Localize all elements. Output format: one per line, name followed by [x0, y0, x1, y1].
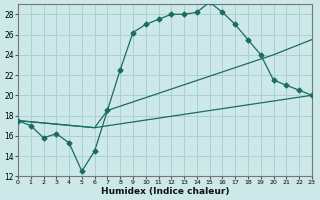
X-axis label: Humidex (Indice chaleur): Humidex (Indice chaleur) — [101, 187, 229, 196]
